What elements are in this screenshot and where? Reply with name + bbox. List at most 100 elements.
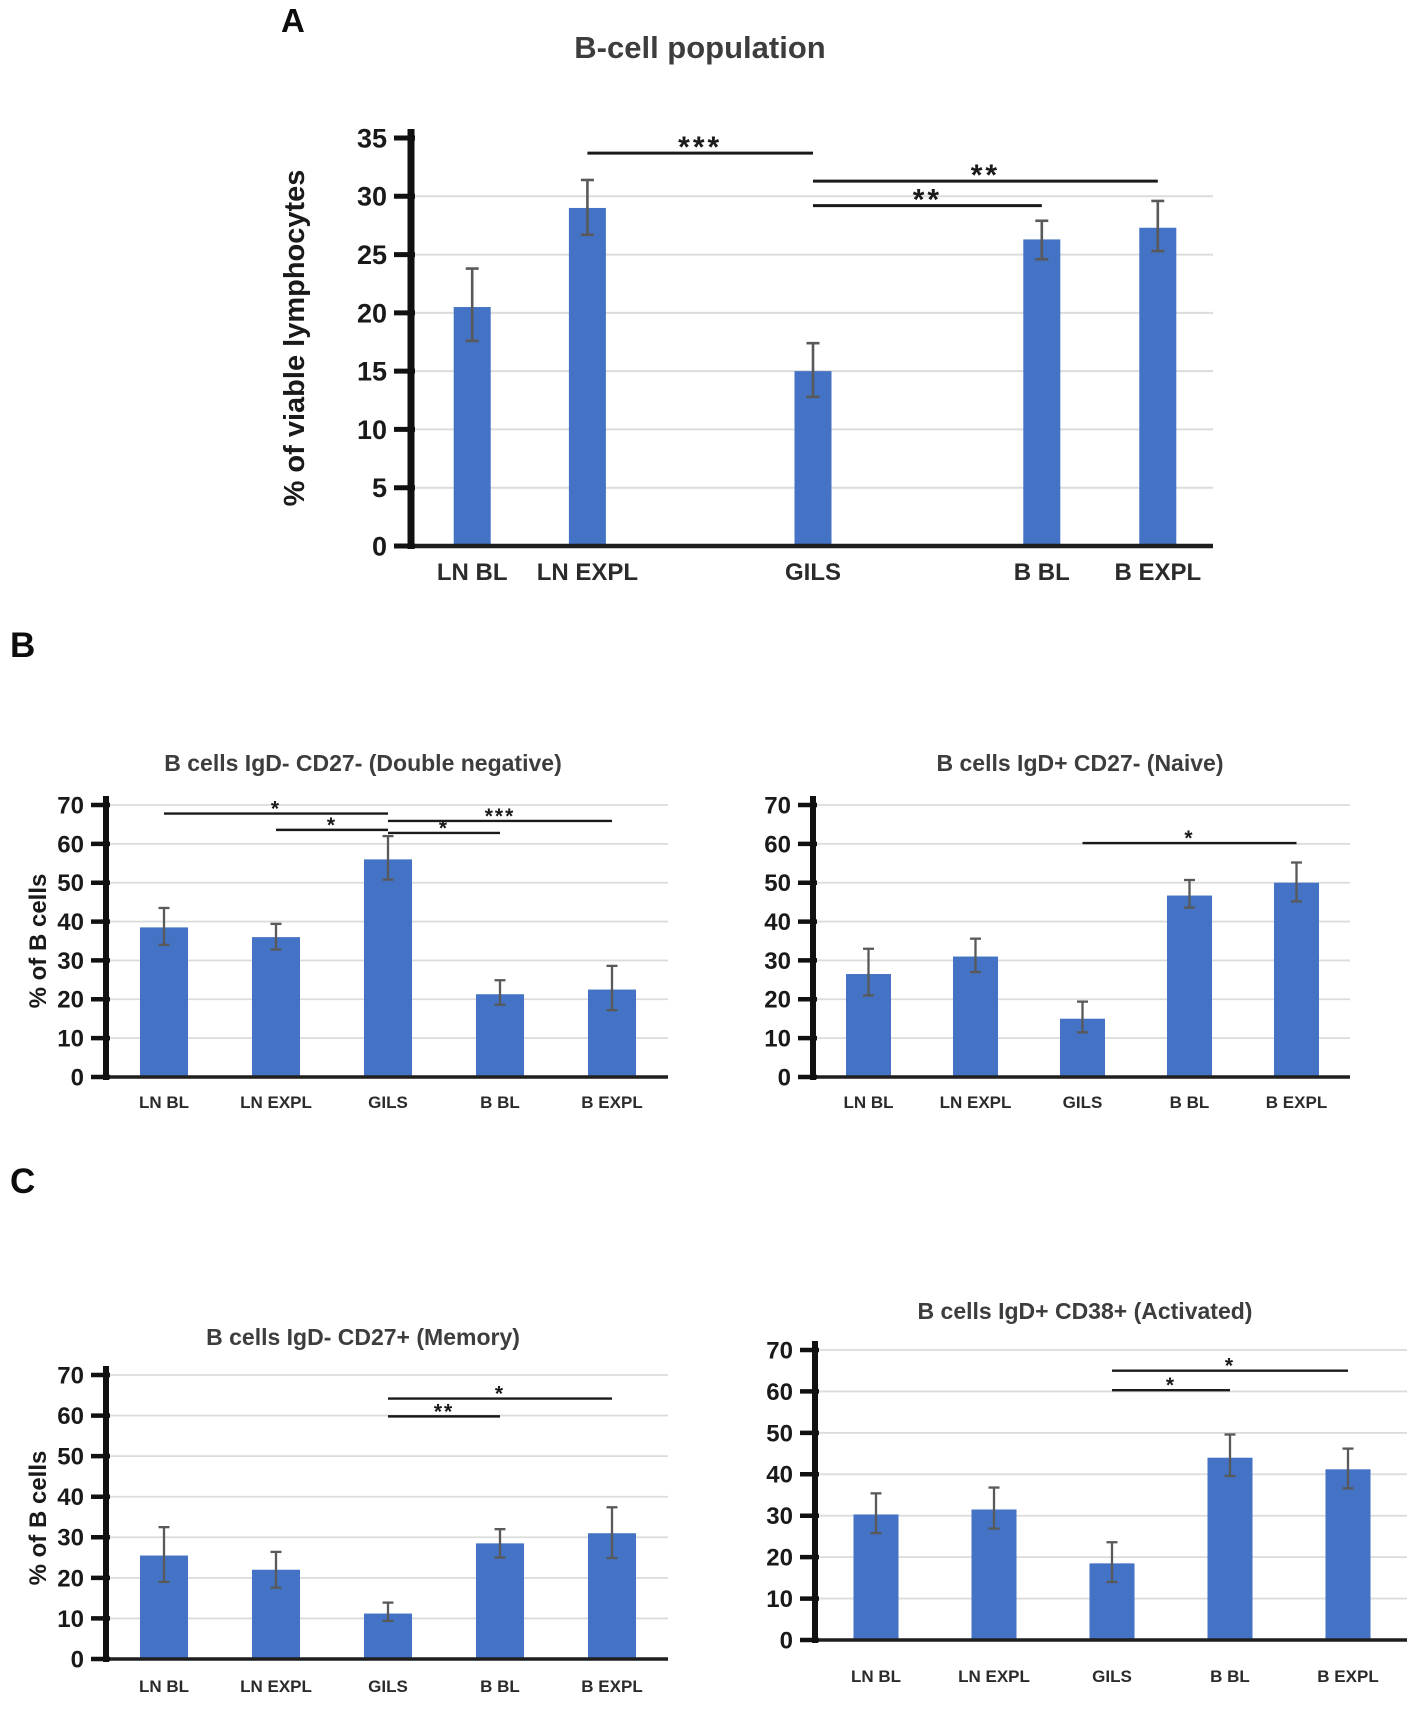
x-tick-label: B BL [1210, 1667, 1250, 1686]
bars [846, 882, 1319, 1077]
error-bar-B BL [494, 979, 506, 1006]
bar-B BL [1167, 895, 1212, 1077]
y-axis-title: % of viable lymphocytes [280, 170, 311, 507]
bar-B EXPL [1139, 227, 1177, 546]
x-tick-label: B EXPL [1266, 1093, 1327, 1112]
y-tick-label: 10 [766, 1586, 793, 1613]
error-bar-B EXPL [1342, 1447, 1354, 1490]
sig-label: ** [913, 184, 942, 217]
significance-brackets: *** [388, 1383, 612, 1423]
y-tick-label: 40 [766, 1462, 793, 1489]
error-bar-LN EXPL [580, 178, 594, 237]
sig-bracket-1: * [1082, 827, 1297, 850]
sig-bracket-2: ** [813, 159, 1158, 192]
sig-label: * [439, 817, 449, 840]
error-bar-LN EXPL [988, 1486, 1000, 1530]
x-tick-label: B EXPL [1317, 1667, 1378, 1686]
chart-svg-B2: 0 10 20 30 40 50 60 70 LN BL LN EXPL GILS B BL B EXP… [764, 750, 1350, 1112]
x-tick-label: B EXPL [581, 1093, 642, 1112]
chart-title: B cells IgD- CD27+ (Memory) [206, 1324, 520, 1350]
error-bars [158, 834, 618, 1012]
error-bars [465, 178, 1165, 399]
y-tick-label: 0 [71, 1646, 84, 1673]
y-axis-tick-labels: 0 10 20 30 40 50 60 70 [766, 1337, 793, 1654]
y-tick-label: 50 [57, 1444, 84, 1471]
error-bar-GILS [382, 834, 394, 881]
chart-svg-C2: 0 10 20 30 40 50 60 70 LN BL LN EXPL GILS B BL B EXP… [766, 1298, 1407, 1686]
y-tick-label: 0 [778, 1064, 791, 1091]
x-tick-label: GILS [1092, 1667, 1132, 1686]
chart-title: B cells IgD+ CD27- (Naive) [937, 750, 1224, 776]
significance-brackets: ** **** [164, 798, 612, 840]
y-axis-tick-labels: 0 10 20 30 40 50 60 70 [57, 792, 84, 1091]
sig-bracket-3: *** [388, 805, 612, 828]
y-axis-ticks [91, 802, 110, 1080]
error-bar-LN BL [158, 906, 170, 947]
y-tick-label: 70 [57, 792, 84, 819]
x-axis-labels: LN BL LN EXPL GILS B BL B EXPL [139, 1677, 643, 1696]
error-bar-B EXPL [1291, 861, 1302, 903]
y-tick-label: 60 [764, 831, 791, 858]
bar-LN EXPL [971, 1509, 1017, 1640]
bar-LN EXPL [953, 956, 998, 1077]
y-tick-label: 20 [357, 298, 387, 328]
sig-label: * [495, 1383, 505, 1406]
bar-B BL [1023, 239, 1061, 546]
panel-label-b: B [10, 626, 36, 665]
y-axis-ticks [91, 1372, 110, 1662]
x-tick-label: LN BL [139, 1677, 189, 1696]
x-tick-label: B BL [480, 1677, 520, 1696]
y-tick-label: 70 [57, 1362, 84, 1389]
sig-label: *** [485, 805, 516, 828]
error-bar-B EXPL [606, 1506, 618, 1560]
error-bar-GILS [1106, 1541, 1118, 1584]
error-bar-B EXPL [606, 964, 618, 1012]
significance-brackets: ** [1112, 1355, 1348, 1397]
y-tick-label: 50 [766, 1420, 793, 1447]
x-tick-label: LN EXPL [240, 1093, 312, 1112]
x-tick-label: B EXPL [1114, 559, 1201, 586]
error-bar-LN EXPL [270, 922, 282, 951]
x-axis-labels: LN BL LN EXPL GILS B BL B EXPL [843, 1093, 1327, 1112]
y-axis-ticks [394, 135, 415, 549]
bar-GILS [364, 859, 412, 1077]
y-tick-label: 20 [766, 1545, 793, 1572]
sig-bracket-1: *** [587, 131, 813, 164]
x-tick-label: LN BL [437, 559, 508, 586]
sig-label: ** [971, 159, 1000, 192]
x-tick-label: B BL [1170, 1093, 1210, 1112]
significance-brackets: * [1082, 827, 1297, 850]
y-tick-label: 50 [57, 870, 84, 897]
sig-label: * [327, 814, 337, 837]
y-tick-label: 20 [764, 987, 791, 1014]
sig-bracket-2: ** [388, 1400, 500, 1423]
error-bar-LN EXPL [270, 1550, 282, 1589]
y-axis-ticks [798, 802, 817, 1080]
x-tick-label: GILS [368, 1677, 408, 1696]
y-tick-label: 70 [766, 1337, 793, 1364]
sig-bracket-1: * [164, 798, 388, 821]
y-axis-tick-labels: 0 10 20 30 40 50 60 70 [57, 1362, 84, 1673]
x-tick-label: B EXPL [581, 1677, 642, 1696]
chart-title: B cells IgD- CD27- (Double negative) [164, 750, 561, 776]
y-tick-label: 40 [57, 909, 84, 936]
error-bar-GILS [1077, 1000, 1088, 1034]
significance-brackets: ******* [587, 131, 1158, 217]
sig-bracket-2: * [276, 814, 388, 837]
chart-bcell-population: 0 5 10 15 20 25 30 35 LN BL LN EXPL GILS B BL B EXPL… [279, 8, 1220, 613]
sig-label: *** [678, 131, 722, 164]
error-bar-LN BL [158, 1525, 170, 1584]
y-tick-label: 30 [57, 1525, 84, 1552]
y-tick-label: 30 [357, 182, 387, 212]
bar-LN BL [853, 1514, 899, 1640]
bar-B BL [1207, 1457, 1253, 1640]
chart-memory: 0 10 20 30 40 50 60 70 LN BL LN EXPL GILS B BL B EXP… [25, 1248, 683, 1712]
error-bar-LN BL [870, 1492, 882, 1535]
error-bars [870, 1433, 1354, 1584]
x-tick-label: LN EXPL [940, 1093, 1012, 1112]
sig-label: * [1225, 1355, 1235, 1378]
y-tick-label: 0 [780, 1627, 793, 1654]
chart-double-negative: 0 10 20 30 40 50 60 70 LN BL LN EXPL GILS B BL B EXP… [25, 683, 683, 1120]
y-tick-label: 20 [57, 987, 84, 1014]
